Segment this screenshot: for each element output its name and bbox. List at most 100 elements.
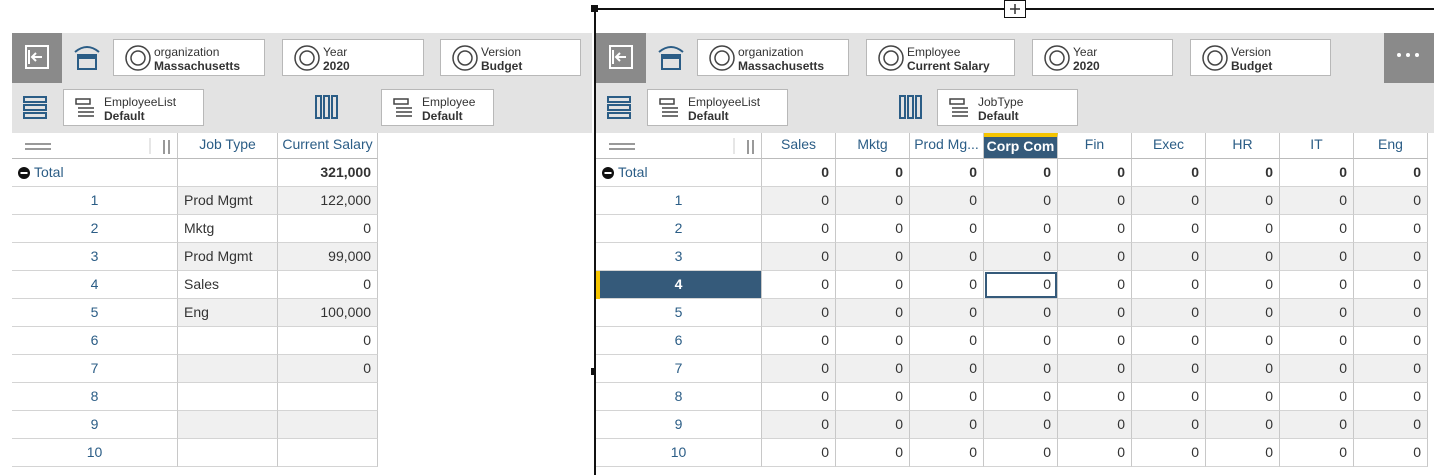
- cell[interactable]: 0: [910, 299, 984, 327]
- cell[interactable]: 0: [1132, 327, 1206, 355]
- column-header[interactable]: Current Salary: [278, 133, 378, 159]
- cell[interactable]: 0: [984, 411, 1058, 439]
- cell[interactable]: 0: [1280, 383, 1354, 411]
- cell[interactable]: 0: [1132, 383, 1206, 411]
- cell[interactable]: 0: [984, 439, 1058, 467]
- cell[interactable]: 0: [1354, 299, 1428, 327]
- row-header[interactable]: Total: [12, 159, 178, 187]
- cell[interactable]: 0: [1280, 411, 1354, 439]
- cell[interactable]: 0: [762, 355, 836, 383]
- cell[interactable]: 321,000: [278, 159, 378, 187]
- cell[interactable]: 0: [1354, 215, 1428, 243]
- row-header[interactable]: 2: [596, 215, 762, 243]
- cell[interactable]: 0: [910, 411, 984, 439]
- cell[interactable]: 0: [1354, 439, 1428, 467]
- cell[interactable]: 0: [910, 439, 984, 467]
- cell[interactable]: 0: [1354, 327, 1428, 355]
- cell[interactable]: 0: [1058, 439, 1132, 467]
- cell[interactable]: 0: [1280, 159, 1354, 187]
- cell[interactable]: 0: [836, 159, 910, 187]
- cell[interactable]: 0: [836, 299, 910, 327]
- more-button[interactable]: [1384, 33, 1434, 83]
- cell[interactable]: 0: [1354, 355, 1428, 383]
- cell[interactable]: 0: [1206, 159, 1280, 187]
- context-selector[interactable]: Version Budget: [1190, 39, 1331, 76]
- cell[interactable]: 0: [278, 355, 378, 383]
- cell[interactable]: 0: [1058, 159, 1132, 187]
- row-header[interactable]: 8: [12, 383, 178, 411]
- cell[interactable]: Sales: [178, 271, 278, 299]
- cell[interactable]: 0: [836, 411, 910, 439]
- cell[interactable]: 0: [1280, 271, 1354, 299]
- cell[interactable]: 0: [1280, 243, 1354, 271]
- cell[interactable]: 0: [1354, 243, 1428, 271]
- cell[interactable]: 0: [762, 187, 836, 215]
- cell[interactable]: 0: [1058, 299, 1132, 327]
- cell[interactable]: 0: [836, 271, 910, 299]
- cell[interactable]: 0: [762, 243, 836, 271]
- column-header[interactable]: Job Type: [178, 133, 278, 159]
- row-header[interactable]: Total: [596, 159, 762, 187]
- cell[interactable]: 0: [1280, 439, 1354, 467]
- cell[interactable]: 0: [1058, 271, 1132, 299]
- column-header[interactable]: Corp Com: [984, 133, 1058, 159]
- cell[interactable]: 0: [1280, 187, 1354, 215]
- cell[interactable]: [278, 411, 378, 439]
- cell[interactable]: 0: [1354, 271, 1428, 299]
- column-header[interactable]: HR: [1206, 133, 1280, 159]
- cell[interactable]: 0: [1354, 187, 1428, 215]
- cell[interactable]: 0: [910, 243, 984, 271]
- cell[interactable]: 0: [762, 439, 836, 467]
- cell[interactable]: 0: [762, 411, 836, 439]
- columns-icon[interactable]: [314, 94, 342, 127]
- context-selector[interactable]: Year 2020: [1032, 39, 1173, 76]
- cell[interactable]: 0: [836, 187, 910, 215]
- cell[interactable]: 0: [762, 299, 836, 327]
- row-header[interactable]: 9: [596, 411, 762, 439]
- row-header[interactable]: 8: [596, 383, 762, 411]
- collapse-button[interactable]: [12, 33, 62, 83]
- row-header[interactable]: 7: [12, 355, 178, 383]
- column-header[interactable]: Fin: [1058, 133, 1132, 159]
- row-header[interactable]: 1: [596, 187, 762, 215]
- cell[interactable]: 0: [278, 271, 378, 299]
- cell[interactable]: 0: [1280, 215, 1354, 243]
- cell[interactable]: 0: [1058, 243, 1132, 271]
- column-header[interactable]: Eng: [1354, 133, 1428, 159]
- cell[interactable]: [178, 411, 278, 439]
- context-selector[interactable]: organization Massachusetts: [113, 39, 265, 76]
- cell[interactable]: Prod Mgmt: [178, 243, 278, 271]
- cell[interactable]: 0: [836, 243, 910, 271]
- cell[interactable]: Eng: [178, 299, 278, 327]
- cell[interactable]: [178, 383, 278, 411]
- column-header[interactable]: Exec: [1132, 133, 1206, 159]
- cell[interactable]: Mktg: [178, 215, 278, 243]
- resize-handle[interactable]: [591, 368, 598, 375]
- row-header[interactable]: 4: [596, 271, 762, 299]
- cell[interactable]: 0: [836, 355, 910, 383]
- cell[interactable]: 0: [1280, 299, 1354, 327]
- cell[interactable]: 0: [1132, 271, 1206, 299]
- cell[interactable]: 0: [1058, 327, 1132, 355]
- context-selector[interactable]: JobType Default: [937, 89, 1078, 126]
- cell[interactable]: 0: [910, 271, 984, 299]
- cell[interactable]: 99,000: [278, 243, 378, 271]
- cell[interactable]: 0: [836, 327, 910, 355]
- cell[interactable]: [178, 439, 278, 467]
- collapse-button[interactable]: [596, 33, 646, 83]
- cell[interactable]: 0: [1132, 187, 1206, 215]
- cell[interactable]: [278, 439, 378, 467]
- cell[interactable]: [178, 159, 278, 187]
- cell[interactable]: 0: [1132, 411, 1206, 439]
- cell[interactable]: 0: [1280, 355, 1354, 383]
- column-header[interactable]: Sales: [762, 133, 836, 159]
- rows-icon[interactable]: [606, 94, 634, 127]
- cell[interactable]: 0: [910, 159, 984, 187]
- cell[interactable]: 0: [278, 327, 378, 355]
- cell[interactable]: 0: [1132, 243, 1206, 271]
- cell[interactable]: 0: [1206, 439, 1280, 467]
- row-header[interactable]: 10: [12, 439, 178, 467]
- row-header[interactable]: 6: [596, 327, 762, 355]
- row-header[interactable]: 10: [596, 439, 762, 467]
- cell[interactable]: 0: [762, 327, 836, 355]
